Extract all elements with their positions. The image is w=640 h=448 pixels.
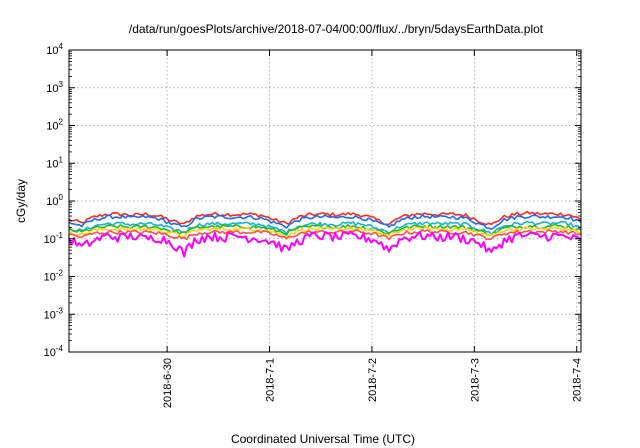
x-tick-label: 2018-6-30 (162, 358, 174, 408)
grid (69, 50, 581, 352)
x-axis-label: Coordinated Universal Time (UTC) (231, 432, 415, 446)
series-line-2 (68, 214, 582, 230)
series-line-5 (68, 225, 582, 239)
x-tick-label: 2018-7-4 (572, 358, 584, 402)
y-tick-label: 10-1 (44, 231, 64, 246)
y-axis-label: cGy/day (14, 179, 28, 223)
y-tick-label: 102 (46, 118, 63, 133)
x-tick-label: 2018-7-2 (367, 358, 379, 402)
series-line-3 (68, 220, 582, 236)
series-line-4 (68, 223, 582, 237)
x-tick-label: 2018-7-1 (265, 358, 277, 402)
y-tick-label: 10-4 (44, 344, 64, 359)
series-group (68, 210, 582, 258)
y-tick-label: 103 (46, 80, 63, 95)
y-tick-label: 100 (46, 193, 63, 208)
y-tick-label: 10-2 (44, 269, 64, 284)
y-tick-label: 104 (46, 42, 63, 57)
axes: 104 103 102 101 100 10-1 10-2 10-3 10-4 2018-6-30… (44, 42, 584, 408)
y-tick-label: 101 (46, 155, 63, 170)
chart-title: /data/run/goesPlots/archive/2018-07-04/0… (129, 22, 544, 36)
x-tick-label: 2018-7-3 (469, 358, 481, 402)
y-tick-label: 10-3 (44, 306, 64, 321)
series-line-7 (68, 231, 582, 258)
series-line-1 (68, 210, 582, 226)
